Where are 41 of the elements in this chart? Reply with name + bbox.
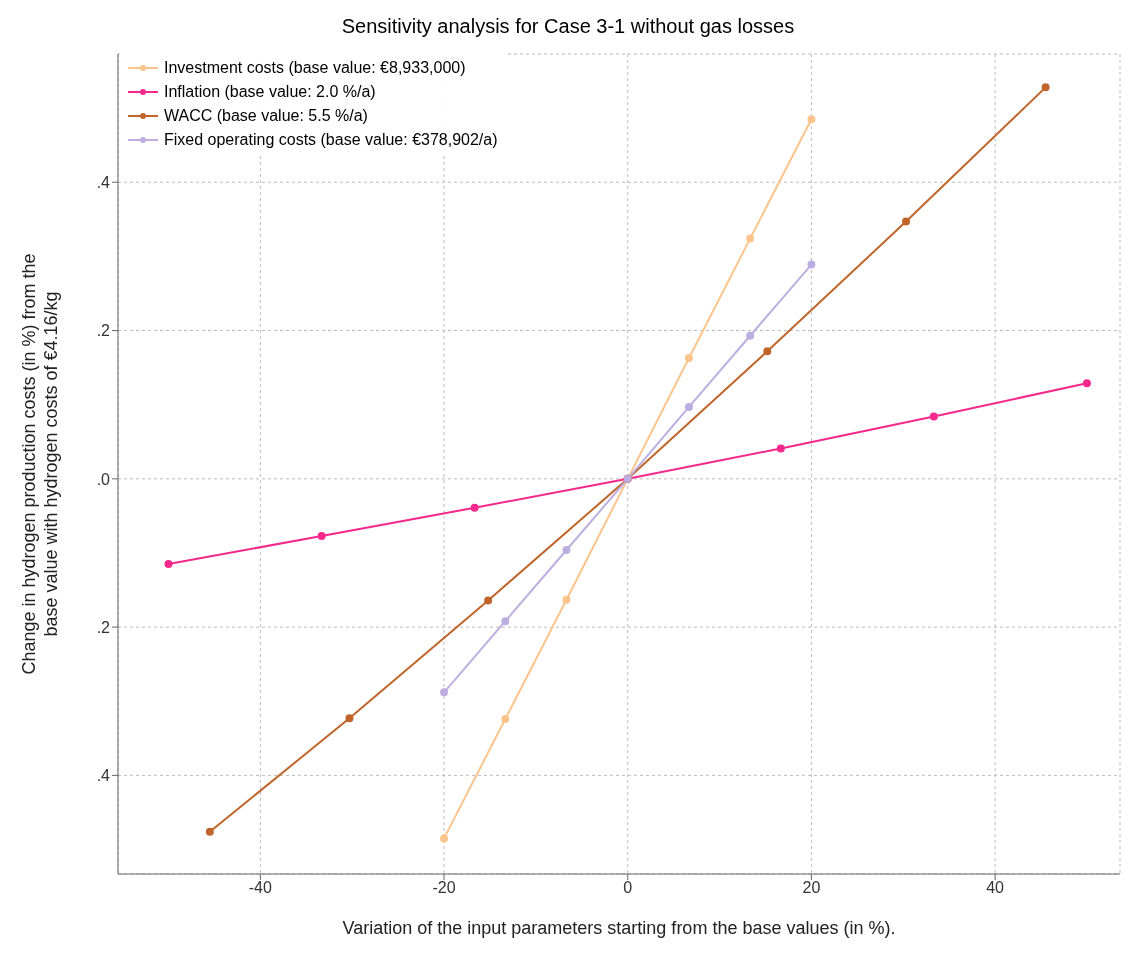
- point: [776, 444, 785, 453]
- point: [1041, 83, 1050, 92]
- point: [164, 560, 173, 569]
- point: [763, 347, 772, 356]
- point: [562, 595, 571, 604]
- y-tick-label: .4: [96, 767, 111, 785]
- legend-label: Fixed operating costs (base value: €378,902/a): [164, 131, 498, 149]
- point: [746, 331, 755, 340]
- point: [684, 353, 693, 362]
- x-tick-label: 20: [802, 879, 821, 897]
- legend-label: Inflation (base value: 2.0 %/a): [164, 83, 376, 101]
- point: [345, 714, 354, 723]
- point: [807, 115, 816, 124]
- point: [484, 596, 493, 605]
- y-axis-title: Change in hydrogen production costs (in %) from the base value with hydrogen costs of €4.16/kg: [19, 253, 61, 675]
- x-tick-label: 0: [623, 879, 633, 897]
- x-tick-label: 40: [986, 879, 1005, 897]
- point: [902, 217, 911, 226]
- y-tick-label: .2: [96, 322, 111, 340]
- x-tick-label: -20: [432, 879, 456, 897]
- chart-title: Sensitivity analysis for Case 3-1 without gas losses: [340, 14, 796, 39]
- point: [929, 412, 938, 421]
- x-axis-title: Variation of the input parameters starting from the base values (in %).: [342, 918, 896, 938]
- point: [501, 617, 510, 626]
- point: [317, 531, 326, 540]
- point: [205, 827, 214, 836]
- y-tick-label: .2: [96, 618, 111, 636]
- x-tick-label: -40: [248, 879, 273, 897]
- point: [562, 546, 571, 554]
- point: [1082, 379, 1091, 388]
- legend-label: WACC (base value: 5.5 %/a): [164, 107, 368, 125]
- legend-label: Investment costs (base value: €8,933,000): [164, 59, 466, 77]
- point: [501, 715, 510, 724]
- y-tick-label: .0: [96, 470, 111, 488]
- y-tick-label: .4: [96, 173, 111, 191]
- point: [440, 688, 449, 697]
- point: [684, 402, 693, 411]
- point: [440, 834, 449, 843]
- point: [746, 234, 755, 243]
- point: [807, 260, 816, 269]
- point: [470, 503, 479, 512]
